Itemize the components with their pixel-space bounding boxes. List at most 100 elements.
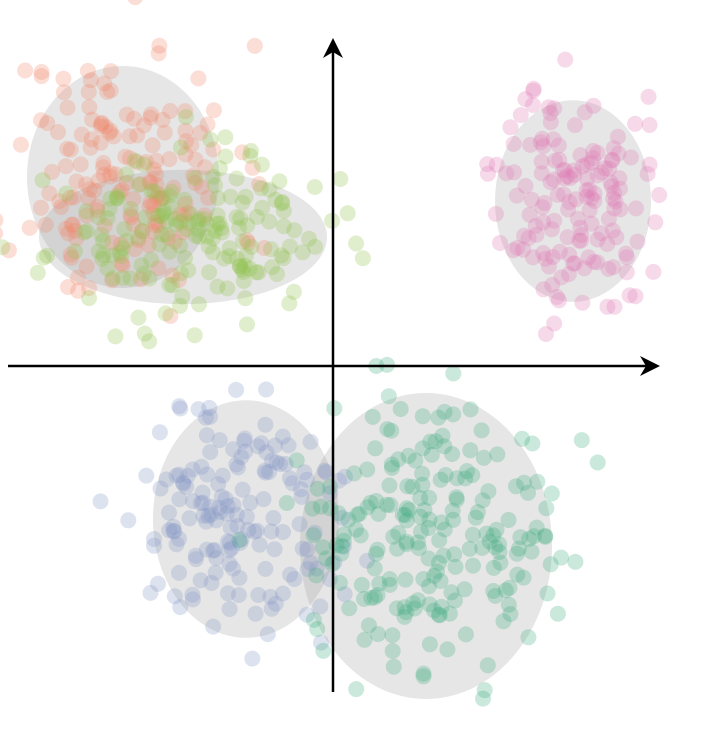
data-point [406, 600, 423, 617]
data-point [102, 165, 119, 182]
data-point [508, 187, 525, 204]
data-point [572, 219, 589, 236]
data-point [104, 270, 121, 287]
data-point [60, 225, 77, 242]
data-point [202, 444, 219, 460]
data-point [257, 416, 274, 433]
data-point [203, 506, 219, 523]
data-point [217, 148, 234, 165]
data-point [524, 435, 541, 452]
data-point [457, 626, 474, 643]
data-point [193, 178, 210, 195]
data-point [585, 150, 602, 166]
data-point [559, 168, 576, 185]
data-point [264, 452, 280, 469]
data-point [171, 398, 188, 415]
data-point [274, 585, 291, 602]
data-point [221, 601, 238, 617]
data-point [244, 159, 261, 176]
data-point [172, 599, 189, 616]
data-point [89, 198, 106, 215]
data-point [126, 152, 143, 169]
data-point [172, 237, 188, 254]
data-point [120, 512, 137, 529]
data-point [92, 134, 109, 151]
data-point [405, 595, 422, 612]
data-point [172, 139, 189, 156]
data-point [89, 202, 106, 219]
data-point [396, 608, 413, 625]
data-point [426, 602, 442, 619]
data-point [302, 433, 319, 450]
data-point [555, 186, 572, 203]
data-point [187, 227, 204, 244]
data-point [208, 512, 225, 529]
data-point [90, 172, 107, 189]
data-point [388, 600, 405, 617]
data-point [341, 600, 358, 617]
data-point [161, 187, 178, 204]
data-point [209, 207, 226, 224]
data-point [370, 626, 386, 643]
data-point [148, 166, 165, 183]
data-point [195, 507, 212, 524]
data-point [495, 613, 512, 630]
data-point [593, 225, 610, 242]
data-point [273, 247, 290, 264]
data-point [141, 198, 158, 215]
data-point [82, 72, 99, 89]
data-point [585, 97, 602, 114]
data-point [299, 561, 316, 577]
data-point [381, 576, 398, 593]
data-point [165, 179, 182, 196]
data-point [444, 446, 461, 462]
data-point [599, 298, 616, 315]
data-point [335, 538, 352, 555]
data-point [542, 105, 559, 122]
data-point [432, 471, 449, 488]
data-point [142, 109, 159, 126]
data-point [434, 427, 451, 444]
data-point [93, 115, 110, 132]
data-point [21, 219, 38, 236]
data-point [113, 181, 130, 198]
data-point [236, 257, 253, 274]
data-point [640, 88, 657, 105]
data-point [125, 216, 142, 233]
data-point [445, 406, 462, 423]
data-point [505, 135, 522, 152]
data-point [292, 481, 309, 498]
data-point [599, 236, 616, 252]
data-point [55, 70, 72, 87]
data-point [143, 251, 160, 268]
data-point [191, 296, 207, 313]
data-point [400, 447, 417, 464]
data-point [134, 223, 151, 240]
data-point [96, 217, 113, 234]
data-point [187, 174, 204, 191]
data-point [516, 474, 532, 491]
data-point [618, 245, 634, 262]
data-point [240, 235, 257, 251]
data-point [60, 279, 76, 295]
data-point [114, 240, 131, 257]
data-point [384, 459, 400, 476]
data-point [315, 642, 332, 659]
data-point [286, 222, 303, 239]
data-point [82, 139, 99, 156]
data-point [422, 433, 439, 450]
data-point [585, 143, 602, 159]
data-point [445, 365, 462, 382]
data-point [203, 575, 220, 591]
data-point [237, 290, 254, 307]
data-point [63, 216, 80, 233]
data-point [528, 519, 545, 536]
data-point [99, 84, 116, 100]
data-point [198, 228, 215, 245]
data-point [211, 499, 228, 516]
data-point [78, 223, 95, 239]
data-point [249, 438, 266, 455]
data-point [214, 224, 230, 241]
data-point [542, 556, 559, 573]
data-point [555, 162, 571, 179]
